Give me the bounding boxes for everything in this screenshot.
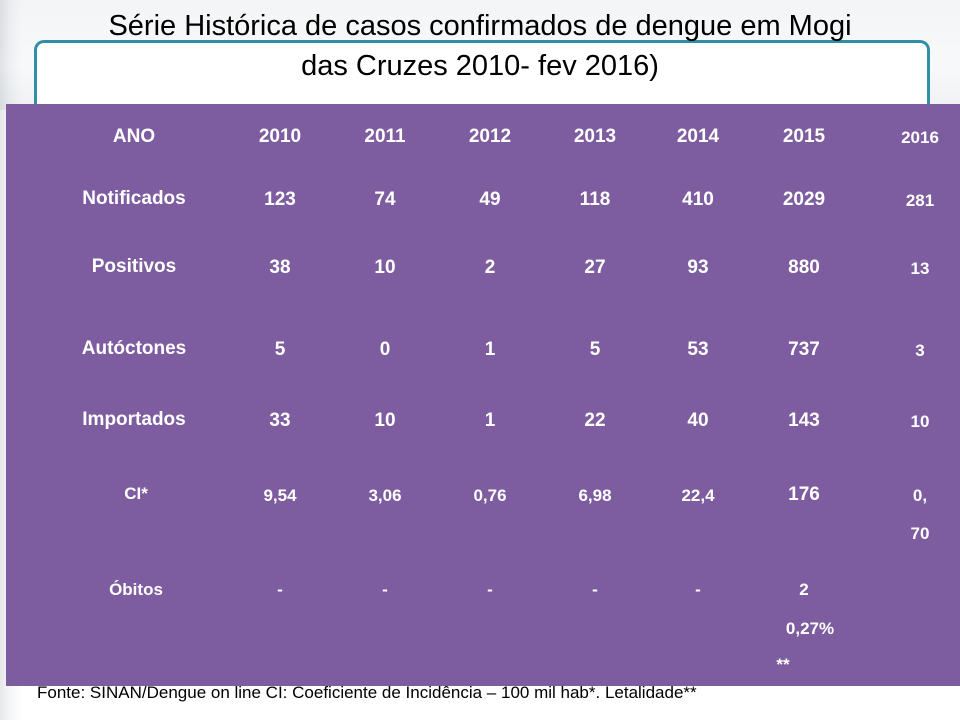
year-2015: 2015	[782, 126, 826, 147]
table-cell: 5	[589, 339, 601, 360]
table-cell: 1	[484, 339, 496, 360]
row-label-positivos: Positivos	[91, 256, 177, 277]
table-cell: 176	[788, 484, 820, 505]
title-line-1: Série Histórica de casos confirmados de …	[108, 10, 852, 42]
year-2010: 2010	[258, 126, 302, 147]
table-cell: 737	[788, 339, 820, 360]
table-cell: 27	[584, 257, 606, 278]
table-cell-continued: 70	[910, 524, 930, 543]
table-cell: 123	[264, 189, 296, 210]
table-cell: 1	[484, 410, 496, 431]
table-cell: 53	[687, 339, 709, 360]
table-cell: -	[382, 580, 388, 599]
table-cell: 22,4	[681, 486, 715, 505]
table-cell: 5	[274, 339, 286, 360]
year-2016: 2016	[901, 128, 939, 147]
table-cell: 10	[910, 412, 930, 431]
row-label-notificados: Notificados	[82, 188, 186, 209]
table-cell: 93	[687, 257, 709, 278]
table-cell: 9,54	[263, 486, 297, 505]
table-cell: 49	[479, 189, 501, 210]
year-2012: 2012	[468, 126, 512, 147]
table-cell: 2	[484, 257, 496, 278]
table-cell-letalidade-mark: **	[776, 655, 790, 674]
data-table: ANO 2010 2011 2012 2013 2014 2015 2016 N…	[6, 104, 960, 686]
year-2011: 2011	[364, 126, 406, 147]
table-cell: -	[695, 580, 701, 599]
table-cell: 38	[269, 257, 291, 278]
table-cell: 2029	[782, 189, 826, 210]
row-label-autoctones: Autóctones	[81, 338, 187, 359]
table-cell-letalidade: 0,27%	[785, 619, 835, 638]
slide-title: Série Histórica de casos confirmados de …	[0, 6, 960, 86]
table-cell: 880	[788, 257, 820, 278]
table-cell: -	[592, 580, 598, 599]
table-cell: 281	[905, 191, 935, 210]
year-2014: 2014	[676, 126, 720, 147]
table-cell: 0,76	[473, 486, 507, 505]
footer-source: Fonte: SINAN/Dengue on line CI: Coeficie…	[37, 683, 697, 702]
table-cell: 2	[799, 580, 809, 599]
header-ano: ANO	[112, 126, 156, 147]
table-cell: 118	[579, 189, 611, 210]
table-cell: 74	[374, 189, 396, 210]
table-cell: 10	[374, 410, 396, 431]
table-cell: 13	[910, 259, 930, 278]
row-label-importados: Importados	[82, 409, 186, 430]
title-frame	[34, 40, 930, 105]
table-cell: 40	[687, 410, 709, 431]
table-cell: 10	[374, 257, 396, 278]
row-label-obitos: Óbitos	[109, 580, 163, 599]
table-cell: 0,	[912, 486, 928, 505]
table-cell: 33	[269, 410, 291, 431]
table-cell: 3,06	[368, 486, 402, 505]
title-line-2: das Cruzes 2010- fev 2016)	[301, 50, 659, 82]
year-2013: 2013	[573, 126, 617, 147]
table-cell: 3	[915, 341, 925, 360]
table-cell: 410	[682, 189, 714, 210]
table-cell: -	[277, 580, 283, 599]
table-cell: 6,98	[578, 486, 612, 505]
row-label-ci: CI*	[124, 484, 148, 503]
table-cell: 143	[788, 410, 820, 431]
table-cell: -	[487, 580, 493, 599]
table-cell: 0	[379, 339, 391, 360]
table-cell: 22	[584, 410, 606, 431]
